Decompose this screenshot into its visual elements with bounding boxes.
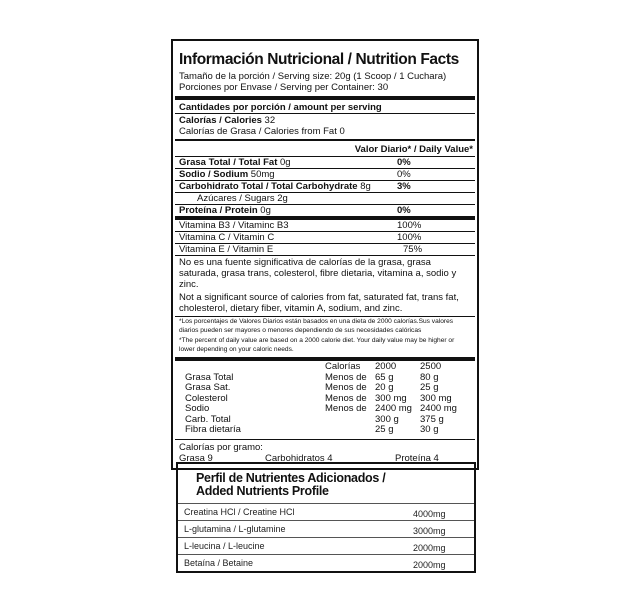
added-nutrient-label: Creatina HCl / Creatine HCl [184, 507, 295, 517]
nutrient-label: Sodio / Sodium [179, 169, 249, 180]
daily-value-header: Valor Diario* / Daily Value* [175, 139, 475, 156]
reference-cell: 2000 [375, 361, 397, 372]
reference-row: Colesterol Menos de 300 mg 300 mg [185, 392, 465, 405]
nutrient-row: Sodio / Sodium 50mg 0% [175, 168, 475, 180]
reference-cell: 30 g [420, 424, 439, 435]
reference-cell: 375 g [420, 413, 444, 425]
nutrient-row: Carbohidrato Total / Total Carbohydrate … [175, 180, 475, 192]
per-gram-fat: Grasa 9 [179, 452, 213, 464]
reference-row: Sodio Menos de 2400 mg 2400 mg [185, 403, 465, 415]
amount-header: Cantidades por porción / amount per serv… [175, 96, 475, 113]
reference-row: Fibra dietaría 25 g 30 g [185, 424, 465, 436]
reference-table: Calorías 2000 2500 Grasa Total Menos de 65 g 8… [185, 361, 465, 436]
added-nutrient-label: L-glutamina / L-glutamine [184, 524, 286, 534]
footnote-spanish: *Los porcentajes de Valores Diarios está… [175, 316, 475, 336]
reference-cell: 2400 mg [420, 403, 457, 414]
reference-cell [325, 425, 375, 436]
added-nutrient-value: 4000mg [413, 509, 446, 519]
reference-cell: Calorías [325, 361, 361, 372]
servings-per-container: Porciones por Envase / Serving per Conta… [179, 82, 389, 93]
vitamin-row: Vitamina E / Vitamin E 75% [175, 243, 475, 255]
added-nutrient-value: 2000mg [413, 560, 446, 570]
nutrient-row: Azúcares / Sugars 2g [175, 192, 475, 204]
calories-value: 32 [264, 115, 276, 126]
vitamin-daily-value: 75% [403, 244, 423, 255]
reference-cell: 25 g [420, 382, 439, 393]
added-nutrient-row: Betaína / Betaine 2000mg [178, 554, 474, 571]
reference-cell: 2400 mg [375, 403, 412, 414]
reference-cell [185, 362, 325, 373]
added-title-line2: Added Nutrients Profile [196, 484, 329, 498]
reference-cell: Grasa Total [185, 371, 234, 383]
vitamin-daily-value: 100% [397, 220, 422, 231]
note-spanish: No es una fuente significativa de calorí… [175, 255, 475, 291]
calories-from-fat: Calorías de Grasa / Calories from Fat 0 [179, 126, 345, 137]
reference-cell: 300 mg [420, 392, 452, 404]
calories-label: Calorías / Calories [179, 115, 262, 126]
vitamin-label: Vitamina E / Vitamin E [179, 244, 274, 255]
added-nutrient-value: 2000mg [413, 543, 446, 553]
reference-cell: Menos de [325, 382, 367, 393]
nutrient-amount: 2g [277, 193, 288, 204]
reference-cell [325, 415, 375, 426]
reference-row: Grasa Sat. Menos de 20 g 25 g [185, 382, 465, 394]
added-nutrient-label: Betaína / Betaine [184, 558, 254, 568]
vitamin-row: Vitamina C / Vitamin C 100% [175, 231, 475, 243]
nutrient-row: Grasa Total / Total Fat 0g 0% [175, 156, 475, 168]
nutrient-daily-value: 3% [397, 181, 411, 192]
reference-cell: 65 g [375, 371, 394, 383]
reference-row: Calorías 2000 2500 [185, 361, 465, 373]
reference-cell: 2500 [420, 361, 442, 372]
nutrient-daily-value: 0% [397, 205, 411, 216]
reference-cell: 25 g [375, 424, 394, 435]
nutrient-label: Azúcares / Sugars [197, 193, 275, 204]
per-gram-protein: Proteína 4 [395, 452, 439, 464]
reference-row: Grasa Total Menos de 65 g 80 g [185, 371, 465, 384]
nutrient-daily-value: 0% [397, 157, 411, 168]
nutrient-amount: 50mg [250, 169, 275, 180]
nutrient-label: Grasa Total / Total Fat [179, 157, 278, 168]
nutrient-label: Proteína / Protein [179, 205, 258, 216]
footnote-english: *The percent of daily value are based on… [179, 337, 455, 353]
reference-cell: 20 g [375, 382, 394, 393]
nutrient-amount: 8g [360, 181, 371, 192]
per-gram-label: Calorías por gramo: [179, 441, 263, 453]
added-title: Perfil de Nutrientes Adicionados / Added … [178, 464, 474, 503]
per-gram-carb: Carbohidratos 4 [265, 452, 333, 464]
added-nutrient-value: 3000mg [413, 526, 446, 536]
reference-cell: 80 g [420, 371, 439, 383]
reference-cell: Colesterol [185, 392, 228, 404]
reference-cell: Menos de [325, 371, 367, 383]
panel-title: Información Nutricional / Nutrition Fact… [179, 51, 459, 68]
added-nutrient-row: L-glutamina / L-glutamine 3000mg [178, 520, 474, 537]
per-gram-values: Grasa 9 Carbohidratos 4 Proteína 4 [175, 453, 475, 464]
added-nutrient-row: Creatina HCl / Creatine HCl 4000mg [178, 503, 474, 520]
reference-cell: 300 mg [375, 392, 407, 404]
reference-cell: Fibra dietaría [185, 424, 241, 435]
nutrient-amount: 0g [280, 157, 291, 168]
reference-cell: Menos de [325, 392, 367, 404]
vitamin-label: Vitamina B3 / Vitaminc B3 [179, 220, 289, 231]
added-nutrient-row: L-leucina / L-leucine 2000mg [178, 537, 474, 554]
reference-cell: Menos de [325, 403, 367, 414]
added-nutrient-label: L-leucina / L-leucine [184, 541, 265, 551]
reference-cell: Sodio [185, 403, 210, 414]
reference-cell: Carb. Total [185, 413, 231, 425]
nutrient-daily-value: 0% [397, 169, 411, 180]
reference-cell: 300 g [375, 413, 399, 425]
vitamin-daily-value: 100% [397, 232, 422, 243]
calories-row: Calorías / Calories 32 [175, 113, 475, 126]
vitamin-label: Vitamina C / Vitamin C [179, 232, 275, 243]
note-english: Not a significant source of calories fro… [179, 292, 459, 314]
reference-cell: Grasa Sat. [185, 382, 231, 393]
nutrient-row: Proteína / Protein 0g 0% [175, 204, 475, 216]
reference-row: Carb. Total 300 g 375 g [185, 413, 465, 426]
nutrient-label: Carbohidrato Total / Total Carbohydrate [179, 181, 358, 192]
nutrition-facts-panel: Información Nutricional / Nutrition Fact… [171, 39, 479, 470]
serving-size: Tamaño de la porción / Serving size: 20g… [179, 71, 447, 82]
nutrient-amount: 0g [260, 205, 271, 216]
added-title-line1: Perfil de Nutrientes Adicionados / [196, 471, 386, 485]
added-nutrients-panel: Perfil de Nutrientes Adicionados / Added … [176, 462, 476, 573]
vitamin-row: Vitamina B3 / Vitaminc B3 100% [175, 220, 475, 231]
